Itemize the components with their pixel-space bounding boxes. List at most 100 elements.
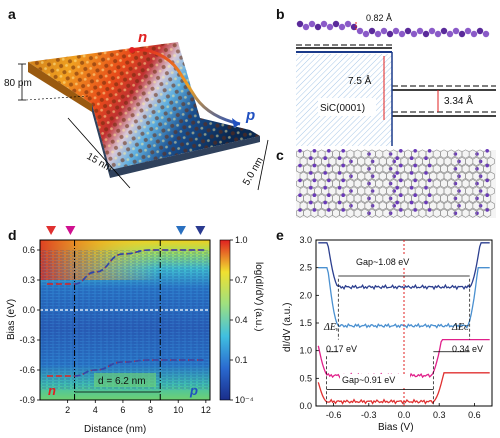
y-tick-label: -0.9 xyxy=(19,395,35,405)
lattice-atom xyxy=(399,178,403,183)
position-marker xyxy=(65,226,76,235)
lattice-atom xyxy=(327,163,331,168)
lattice-atom xyxy=(337,200,342,205)
lattice-atom xyxy=(395,171,400,175)
colorbar-tick-label: 0.7 xyxy=(235,275,248,285)
lattice-atom xyxy=(427,178,432,183)
d-label-bg xyxy=(94,373,156,387)
lattice-atom xyxy=(388,152,393,156)
lattice-hexagon xyxy=(486,201,495,211)
bilayer-atom xyxy=(398,30,406,38)
lattice-atom xyxy=(367,181,371,186)
lattice-background xyxy=(296,150,496,218)
lattice-atom xyxy=(323,171,328,175)
spectra-annotations xyxy=(326,240,471,406)
y-tick-label: 2.5 xyxy=(299,263,312,273)
lattice-atom xyxy=(413,178,418,183)
bilayer-atom xyxy=(386,30,394,38)
lattice-atom xyxy=(298,193,302,197)
lattice-atom xyxy=(337,186,342,190)
height-label: 80 pm xyxy=(4,78,32,89)
lattice-atom xyxy=(312,193,317,197)
x-tick-label: -0.3 xyxy=(361,410,377,420)
lattice-hexagon xyxy=(483,193,492,203)
lattice-hexagon xyxy=(483,179,492,189)
bilayer-atom xyxy=(482,30,490,38)
lattice-hexagon xyxy=(483,149,492,159)
bilayer-atom-chain xyxy=(296,20,490,38)
bilayer-atom xyxy=(422,30,430,38)
lattice-atom xyxy=(312,208,317,212)
bilayer-atom xyxy=(434,30,442,38)
bilayer-atom xyxy=(332,20,340,28)
lattice-hexagon xyxy=(483,164,492,174)
colorbar-tick-label: 1.0 xyxy=(235,235,248,245)
bilayer-atom xyxy=(338,23,346,31)
lattice-atom xyxy=(453,181,458,186)
lattice-atom xyxy=(478,159,483,164)
gap-bottom-bg xyxy=(340,374,410,386)
lattice-atom xyxy=(392,174,397,178)
bilayer-atom xyxy=(410,30,418,38)
atomic-corrugation xyxy=(28,42,260,170)
lattice-atom xyxy=(337,171,342,175)
lattice-atom xyxy=(392,204,397,208)
lattice-atom xyxy=(399,208,403,212)
lattice-atom xyxy=(457,189,461,193)
bilayer-atom xyxy=(464,27,472,35)
x-tick-label: 12 xyxy=(201,405,211,415)
length-dimension-line xyxy=(67,117,131,189)
bilayer-atom xyxy=(296,20,304,28)
lattice-atom xyxy=(341,149,346,153)
x-tick-label: 10 xyxy=(173,405,183,415)
lattice-atom xyxy=(409,156,414,160)
lattice-atom xyxy=(312,149,317,153)
bilayer-atom xyxy=(308,20,316,28)
lattice-atom xyxy=(453,152,458,156)
n-label: n xyxy=(138,29,147,46)
lattice-atom xyxy=(309,171,313,175)
lattice-atom xyxy=(475,152,479,156)
lattice-atom xyxy=(424,171,428,175)
heatmap-ylabel: Bias (eV) xyxy=(6,299,17,340)
heatmap-overlay xyxy=(40,240,210,400)
p-label: p xyxy=(245,107,255,124)
gap-bottom-label: Gap~0.91 eV xyxy=(342,375,395,385)
lattice-atom xyxy=(349,159,353,164)
panel-c-label: c xyxy=(276,147,284,163)
lattice-atom xyxy=(309,200,313,205)
x-tick-label: 6 xyxy=(120,405,125,415)
lattice-atom xyxy=(327,178,331,183)
dEc-value: 0.34 eV xyxy=(452,344,483,354)
gap-top-label: Gap~1.08 eV xyxy=(356,257,409,267)
bilayer-atom xyxy=(392,27,400,35)
lattice-atom xyxy=(367,211,371,215)
lattice-atom xyxy=(323,200,328,205)
y-tick-label: 1.0 xyxy=(299,346,312,356)
x-tick-label: 2 xyxy=(65,405,70,415)
bilayer-atom xyxy=(362,30,370,38)
lattice-atom xyxy=(457,174,461,178)
lattice-atom xyxy=(298,149,302,153)
lattice-atom xyxy=(424,186,428,190)
bilayer-atom xyxy=(374,30,382,38)
dEv-value: 0.17 eV xyxy=(326,344,357,354)
y-tick-label: 0.6 xyxy=(22,245,35,255)
bilayer-atom xyxy=(356,27,364,35)
lattice-atom xyxy=(413,163,418,168)
bilayer-atom xyxy=(302,23,310,31)
lattice-atom xyxy=(399,149,403,153)
panel-e-label: e xyxy=(276,227,284,243)
lattice-atom xyxy=(409,171,414,175)
bilayer-atom xyxy=(470,30,478,38)
spectra-axes: -0.6 -0.3 0.0 0.3 0.6 0.0 0.5 1.0 1.5 2.0 2.5 3.0 xyxy=(299,235,480,420)
lattice-atom xyxy=(341,163,346,168)
lattice-atom xyxy=(392,159,397,164)
lattice-structure xyxy=(296,149,495,218)
dEv-symbol: ΔEᵥ xyxy=(323,322,339,333)
lattice-atom xyxy=(370,204,375,208)
bilayer-atom xyxy=(440,27,448,35)
lattice-atom xyxy=(395,156,400,160)
lattice-atom xyxy=(323,156,328,160)
lattice-atom xyxy=(388,211,393,215)
